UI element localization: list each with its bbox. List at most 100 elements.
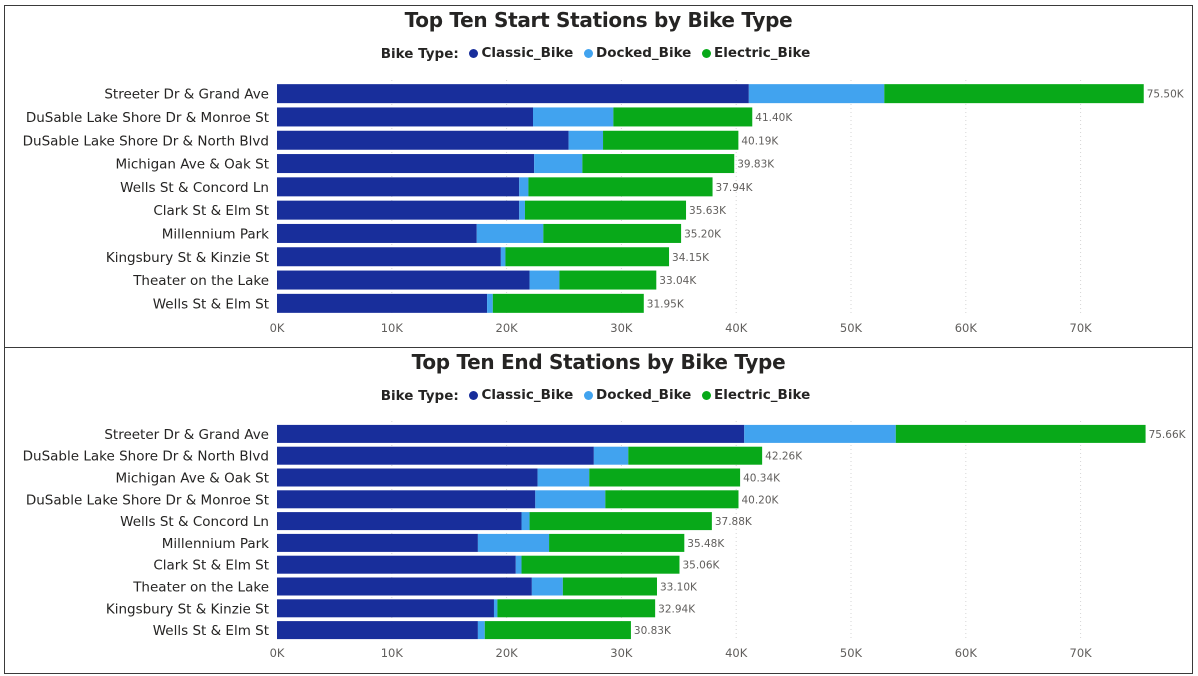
x-tick-label: 30K (610, 321, 633, 335)
bar-segment-electric-bike (884, 84, 1144, 104)
bar-segment-electric-bike (628, 446, 763, 465)
bar-segment-electric-bike (497, 599, 656, 618)
bar-segment-docked-bike (533, 107, 614, 127)
bar-segment-electric-bike (521, 555, 680, 574)
bar-segment-classic-bike (277, 84, 749, 104)
x-tick-label: 20K (496, 321, 519, 335)
bar-segment-docked-bike (531, 577, 563, 596)
total-data-label: 75.66K (1149, 429, 1187, 441)
legend-label: Electric_Bike (714, 387, 811, 403)
total-data-label: 33.04K (659, 275, 697, 287)
total-data-label: 40.19K (741, 135, 779, 147)
bar-segment-docked-bike (529, 270, 560, 290)
x-tick-label: 70K (1070, 321, 1093, 335)
total-data-label: 37.94K (716, 182, 754, 194)
total-data-label: 39.83K (737, 159, 775, 171)
bar-segment-docked-bike (476, 223, 544, 243)
legend-item-electric[interactable]: Electric_Bike (702, 45, 810, 61)
bar-segment-docked-bike (493, 599, 498, 618)
category-label: Kingsbury St & Kinzie St (106, 601, 269, 617)
bar-segment-electric-bike (524, 200, 687, 220)
bar-segment-electric-bike (529, 512, 712, 531)
chart-title: Top Ten End Stations by Bike Type (411, 350, 786, 374)
category-label: Michigan Ave & Oak St (115, 471, 269, 487)
bar-segment-docked-bike (477, 621, 485, 640)
bar-segment-electric-bike (484, 621, 631, 640)
bar-segment-docked-bike (744, 424, 896, 443)
bar-segment-docked-bike (748, 84, 885, 104)
bar-segment-classic-bike (277, 293, 488, 313)
category-label: DuSable Lake Shore Dr & Monroe St (26, 110, 269, 126)
bar-segment-docked-bike (519, 200, 525, 220)
legend-item-docked[interactable]: Docked_Bike (583, 387, 692, 403)
x-tick-label: 50K (840, 321, 863, 335)
total-data-label: 40.34K (743, 473, 781, 485)
bar-segment-classic-bike (277, 446, 594, 465)
total-data-label: 35.06K (682, 560, 720, 572)
category-label: DuSable Lake Shore Dr & North Blvd (23, 133, 269, 149)
legend-title: Bike Type: (380, 387, 459, 404)
bar-segment-electric-bike (582, 154, 735, 174)
bar-segment-classic-bike (277, 270, 530, 290)
category-label: Streeter Dr & Grand Ave (104, 427, 269, 443)
chart-plot-area: 0K 10K 20K 30K 40K 50K 60K 70K Streeter Dr & Gra… (23, 421, 1187, 660)
x-tick-label: 60K (955, 321, 978, 335)
legend-dot-classic (469, 48, 479, 58)
start-stations-chart-panel: Top Ten Start Stations by Bike Type Bike… (4, 5, 1193, 348)
bar-segment-docked-bike (487, 293, 493, 313)
bar-segment-docked-bike (519, 177, 529, 197)
bar-segment-classic-bike (277, 247, 501, 267)
legend-label: Docked_Bike (595, 387, 692, 403)
category-label: DuSable Lake Shore Dr & North Blvd (23, 449, 269, 465)
bar-segment-docked-bike (500, 247, 506, 267)
legend-dot-classic (469, 390, 479, 400)
bar-segment-classic-bike (277, 424, 745, 443)
legend-item-classic[interactable]: Classic_Bike (469, 387, 573, 403)
x-tick-label: 30K (610, 646, 633, 660)
total-data-label: 35.48K (687, 538, 725, 550)
total-data-label: 30.83K (634, 625, 672, 637)
x-tick-label: 40K (725, 321, 748, 335)
category-label: Millennium Park (162, 536, 269, 552)
bar-segment-electric-bike (613, 107, 753, 127)
x-tick-label: 60K (955, 646, 978, 660)
bar-segment-electric-bike (603, 130, 739, 150)
bar-segment-classic-bike (277, 621, 478, 640)
bar-segment-electric-bike (589, 468, 741, 487)
chart-legend: Bike Type: Classic_Bike Docked_Bike Elec… (5, 45, 1192, 62)
legend-item-classic[interactable]: Classic_Bike (469, 45, 573, 61)
legend-label: Classic_Bike (481, 45, 574, 61)
category-label: Wells St & Concord Ln (120, 180, 269, 196)
bar-segment-classic-bike (277, 533, 478, 552)
x-tick-label: 10K (381, 321, 404, 335)
legend-item-docked[interactable]: Docked_Bike (583, 45, 692, 61)
bar-segment-electric-bike (505, 247, 670, 267)
bar-segment-electric-bike (895, 424, 1146, 443)
bar-segment-docked-bike (593, 446, 629, 465)
bar-segment-classic-bike (277, 577, 532, 596)
category-label: Streeter Dr & Grand Ave (104, 87, 269, 103)
bar-segment-docked-bike (521, 512, 530, 531)
bar-segment-classic-bike (277, 154, 535, 174)
legend-dot-electric (702, 48, 712, 58)
end-stations-chart-panel: Top Ten End Stations by Bike Type Bike T… (4, 347, 1193, 674)
chart-legend: Bike Type: Classic_Bike Docked_Bike Elec… (5, 387, 1192, 404)
bar-segment-docked-bike (568, 130, 604, 150)
legend-label: Docked_Bike (595, 45, 692, 61)
total-data-label: 42.26K (765, 451, 803, 463)
bar-segment-docked-bike (534, 154, 583, 174)
bar-segment-classic-bike (277, 599, 494, 618)
bar-segment-classic-bike (277, 490, 536, 509)
bar-segment-classic-bike (277, 555, 516, 574)
total-data-label: 33.10K (660, 582, 698, 594)
bar-segment-electric-bike (559, 270, 657, 290)
bar-segment-docked-bike (477, 533, 550, 552)
bar-segment-docked-bike (537, 468, 590, 487)
bar-segment-docked-bike (535, 490, 606, 509)
bar-segment-electric-bike (562, 577, 657, 596)
category-label: Michigan Ave & Oak St (115, 157, 269, 173)
legend-dot-docked (583, 390, 593, 400)
bar-segment-classic-bike (277, 107, 534, 127)
x-tick-label: 0K (270, 646, 285, 660)
legend-item-electric[interactable]: Electric_Bike (702, 387, 810, 403)
